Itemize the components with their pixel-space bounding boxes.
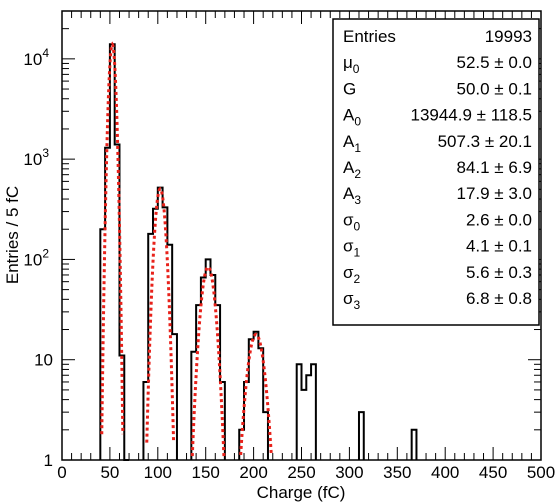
stats-row-value: 84.1 ± 6.9 bbox=[457, 158, 533, 177]
stats-row-label: A0 bbox=[343, 106, 361, 129]
stats-row-label: σ2 bbox=[343, 263, 361, 286]
stats-row-value: 52.5 ± 0.0 bbox=[457, 53, 533, 72]
y-tick-labels: 1 10 102 103 104 bbox=[23, 46, 53, 470]
y-tick-label: 102 bbox=[23, 246, 49, 269]
y-tick-label: 10 bbox=[34, 351, 53, 370]
y-tick-label: 104 bbox=[23, 46, 49, 69]
stats-box-frame bbox=[332, 18, 540, 326]
x-tick-label: 250 bbox=[287, 463, 315, 482]
stats-row-value: 507.3 ± 20.1 bbox=[438, 132, 532, 151]
x-tick-labels: 0 50 100 150 200 250 300 350 400 450 500 bbox=[57, 463, 555, 482]
stats-row-value: 2.6 ± 0.0 bbox=[466, 210, 532, 229]
stats-row-label: σ3 bbox=[343, 289, 361, 312]
x-tick-label: 450 bbox=[479, 463, 507, 482]
stats-row-label: A2 bbox=[343, 158, 361, 181]
stats-box: Entries 19993 μ0 52.5 ± 0.0 G 50.0 ± 0.1 A0 139… bbox=[332, 18, 540, 326]
stats-row-label: Entries bbox=[343, 27, 396, 46]
stats-row-value: 50.0 ± 0.1 bbox=[457, 79, 533, 98]
stats-row-label: σ0 bbox=[343, 210, 361, 233]
x-tick-label: 50 bbox=[100, 463, 119, 482]
stats-row-value: 19993 bbox=[485, 27, 532, 46]
x-tick-label: 100 bbox=[144, 463, 172, 482]
stats-row-value: 6.8 ± 0.8 bbox=[466, 289, 532, 308]
y-tick-label: 1 bbox=[44, 451, 53, 470]
y-tick-label: 103 bbox=[23, 146, 49, 169]
stats-row-label: G bbox=[343, 79, 356, 98]
y-axis-title: Entries / 5 fC bbox=[3, 186, 22, 284]
stats-row-value: 4.1 ± 0.1 bbox=[466, 237, 532, 256]
stats-row-value: 13944.9 ± 118.5 bbox=[410, 106, 532, 125]
stats-row-label: σ1 bbox=[343, 237, 361, 260]
x-axis-title: Charge (fC) bbox=[257, 483, 346, 502]
stats-row-label: A1 bbox=[343, 132, 361, 155]
x-tick-label: 500 bbox=[527, 463, 555, 482]
stats-row-label: μ0 bbox=[343, 53, 360, 76]
stats-row-value: 17.9 ± 3.0 bbox=[457, 184, 533, 203]
x-tick-label: 0 bbox=[57, 463, 66, 482]
x-tick-label: 300 bbox=[335, 463, 363, 482]
x-tick-label: 400 bbox=[431, 463, 459, 482]
x-tick-label: 150 bbox=[192, 463, 220, 482]
fit-curve bbox=[100, 41, 273, 457]
stats-row-value: 5.6 ± 0.3 bbox=[466, 263, 532, 282]
x-tick-label: 200 bbox=[239, 463, 267, 482]
x-tick-label: 350 bbox=[383, 463, 411, 482]
stats-row-label: A3 bbox=[343, 184, 361, 207]
